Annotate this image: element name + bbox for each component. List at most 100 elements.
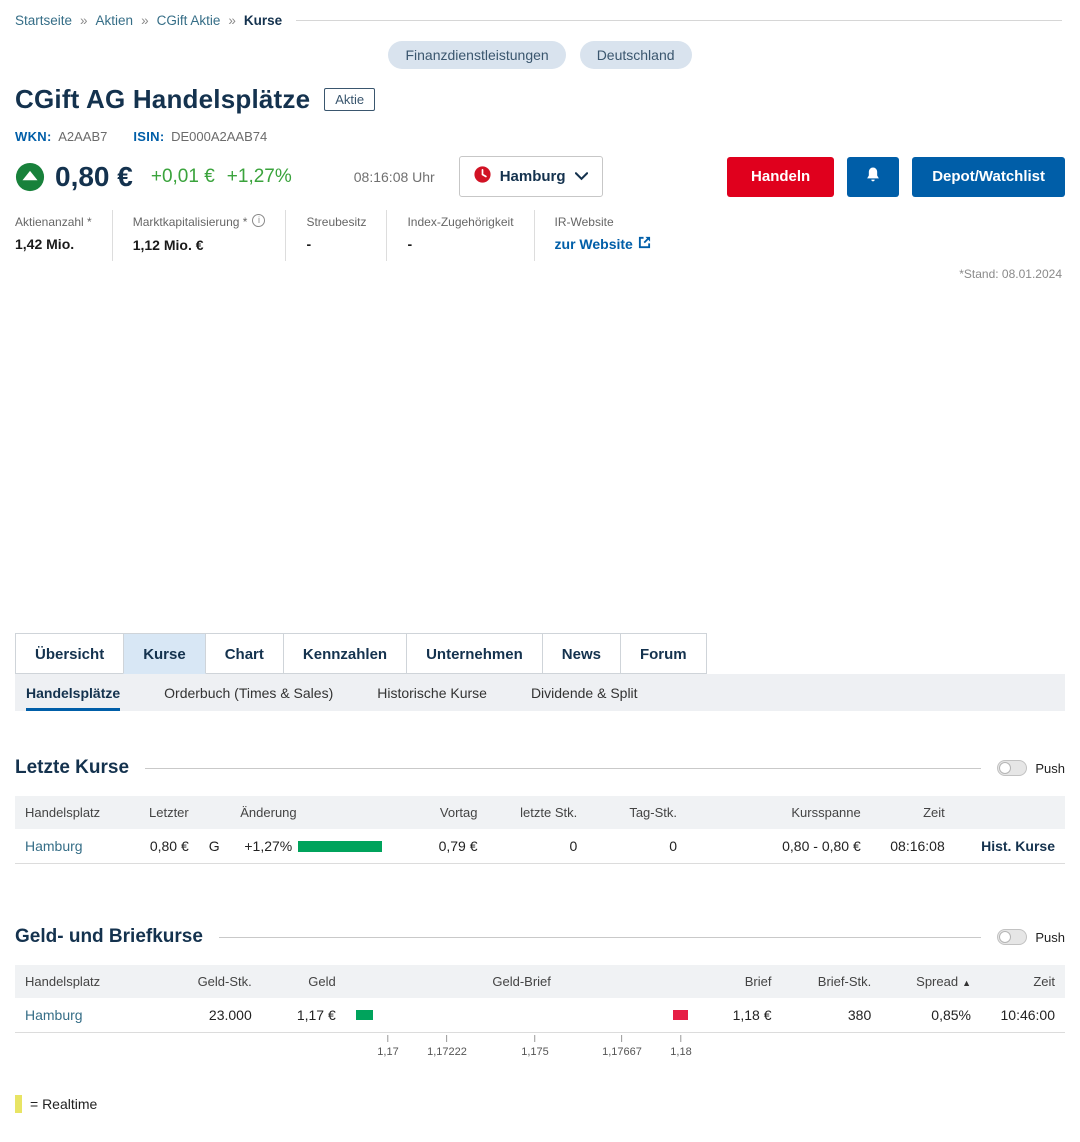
col-letzte-stk: letzte Stk.	[487, 796, 588, 829]
col-geld-brief: Geld-Brief	[345, 965, 698, 998]
info-icon[interactable]: i	[252, 214, 266, 227]
clock-icon	[474, 166, 491, 187]
breadcrumb-separator: »	[141, 13, 149, 28]
toggle-knob	[999, 931, 1012, 943]
cell-letzter: 0,80 €	[135, 829, 199, 864]
chart-area-empty	[0, 281, 1080, 633]
price-alert-button[interactable]	[847, 156, 900, 197]
wkn-code: WKN: A2AAB7	[15, 129, 107, 144]
tag-country[interactable]: Deutschland	[579, 41, 692, 69]
axis-tick: 1,17667	[602, 1035, 642, 1058]
wkn-value: A2AAB7	[58, 129, 108, 144]
col-letzter: Letzter	[135, 796, 199, 829]
cell-letzte-stk: 0	[487, 829, 588, 864]
stat-ir-website: IR-Website zur Website	[533, 210, 671, 261]
cell-brief: 1,18 €	[697, 998, 782, 1033]
bell-icon	[863, 165, 883, 189]
subtab-historische-kurse[interactable]: Historische Kurse	[377, 684, 487, 701]
chevron-down-icon	[574, 168, 588, 185]
tab-kennzahlen[interactable]: Kennzahlen	[282, 633, 408, 674]
tick-mark	[621, 1035, 623, 1042]
subtab-orderbuch[interactable]: Orderbuch (Times & Sales)	[164, 684, 334, 701]
hist-kurse-link[interactable]: Hist. Kurse	[981, 838, 1055, 854]
main-tabs: Übersicht Kurse Chart Kennzahlen Unterne…	[15, 633, 1065, 674]
letzte-kurse-row: Hamburg 0,80 € G +1,27% 0,79 € 0 0 0,80 …	[15, 829, 1065, 864]
col-brief: Brief	[697, 965, 782, 998]
change-bar	[298, 840, 383, 852]
instrument-codes: WKN: A2AAB7 ISIN: DE000A2AAB74	[15, 129, 1065, 144]
cell-aenderung: +1,27%	[230, 829, 393, 864]
tick-label: 1,18	[670, 1046, 692, 1058]
section-letzte-kurse-head: Letzte Kurse Push	[15, 757, 1065, 779]
ask-volume-bar	[672, 1010, 688, 1020]
quote-time: 08:16:08 Uhr	[353, 168, 435, 185]
tick-label: 1,17667	[602, 1046, 642, 1058]
breadcrumb-aktien[interactable]: Aktien	[95, 13, 134, 28]
legend-label: = Realtime	[30, 1096, 98, 1112]
instrument-type-badge: Aktie	[324, 88, 376, 111]
stat-value: zur Website	[555, 236, 651, 252]
breadcrumb-separator: »	[228, 13, 236, 28]
col-handelsplatz: Handelsplatz	[15, 796, 136, 829]
section-rule	[145, 767, 982, 769]
realtime-swatch	[15, 1095, 22, 1113]
sub-tabs: Handelsplätze Orderbuch (Times & Sales) …	[15, 674, 1065, 711]
stat-label-text: Marktkapitalisierung *	[132, 215, 248, 229]
section-title-geld-brief: Geld- und Briefkurse	[15, 926, 203, 947]
geld-brief-row: Hamburg 23.000 1,17 € 1,18 € 380 0,85% 1…	[15, 998, 1065, 1033]
current-price: 0,80 €	[55, 160, 133, 192]
tick-mark	[446, 1035, 448, 1042]
tab-unternehmen[interactable]: Unternehmen	[406, 633, 543, 674]
isin-label: ISIN:	[133, 129, 165, 144]
section-geld-brief-head: Geld- und Briefkurse Push	[15, 926, 1065, 948]
cell-brief-stk: 380	[781, 998, 882, 1033]
tab-kurse[interactable]: Kurse	[123, 633, 206, 674]
col-spread-sort[interactable]: Spread ▲	[881, 965, 981, 998]
page-title: CGift AG Handelsplätze	[15, 84, 311, 114]
venue-link-hamburg[interactable]: Hamburg	[25, 1007, 83, 1023]
cell-zeit: 08:16:08	[870, 829, 955, 864]
stat-label: Aktienanzahl *	[15, 215, 92, 229]
change-percent: +1,27%	[226, 165, 292, 187]
stat-label: IR-Website	[554, 215, 614, 229]
stat-label: Marktkapitalisierung * i	[132, 214, 266, 230]
cell-spread: 0,85%	[881, 998, 981, 1033]
price-change: +0,01 € +1,27%	[151, 166, 292, 188]
stat-streubesitz: Streubesitz -	[285, 210, 386, 261]
push-toggle-geld-brief[interactable]	[997, 929, 1028, 945]
cell-zeit: 10:46:00	[981, 998, 1065, 1033]
stat-value: 1,12 Mio. €	[132, 237, 204, 253]
stat-label: Streubesitz	[306, 215, 367, 229]
ir-website-link[interactable]: zur Website	[555, 236, 651, 252]
price-axis: 1,17 1,17222 1,175 1,17667 1,18	[15, 1035, 1065, 1069]
breadcrumb-cgift-aktie[interactable]: CGift Aktie	[156, 13, 221, 28]
cell-quote-flag: G	[198, 829, 231, 864]
stat-index-zugehoerigkeit: Index-Zugehörigkeit -	[386, 210, 533, 261]
bid-volume-bar	[355, 1010, 373, 1020]
realtime-legend: = Realtime	[15, 1095, 1080, 1113]
geld-brief-table: Handelsplatz Geld-Stk. Geld Geld-Brief B…	[15, 965, 1065, 1033]
stat-aktienanzahl: Aktienanzahl * 1,42 Mio.	[15, 210, 112, 261]
sort-asc-icon: ▲	[962, 978, 971, 988]
tag-sector[interactable]: Finanzdienstleistungen	[388, 41, 566, 69]
stat-value: -	[306, 236, 312, 252]
push-label: Push	[1035, 760, 1065, 776]
tab-uebersicht[interactable]: Übersicht	[15, 633, 125, 674]
venue-link-hamburg[interactable]: Hamburg	[25, 838, 83, 854]
tab-chart[interactable]: Chart	[204, 633, 284, 674]
col-geld: Geld	[261, 965, 346, 998]
trade-button[interactable]: Handeln	[727, 156, 835, 197]
venue-label: Hamburg	[499, 168, 566, 185]
depot-watchlist-button[interactable]: Depot/Watchlist	[912, 156, 1065, 197]
push-toggle-letzte-kurse[interactable]	[997, 760, 1028, 776]
push-control-letzte-kurse: Push	[997, 760, 1065, 776]
section-title-letzte-kurse: Letzte Kurse	[15, 757, 130, 778]
col-aenderung: Änderung	[230, 796, 393, 829]
breadcrumb-startseite[interactable]: Startseite	[15, 13, 73, 28]
venue-selector[interactable]: Hamburg	[458, 156, 603, 197]
tab-news[interactable]: News	[541, 633, 621, 674]
subtab-handelsplaetze[interactable]: Handelsplätze	[26, 674, 121, 711]
subtab-dividende-split[interactable]: Dividende & Split	[530, 684, 638, 701]
tab-forum[interactable]: Forum	[619, 633, 707, 674]
